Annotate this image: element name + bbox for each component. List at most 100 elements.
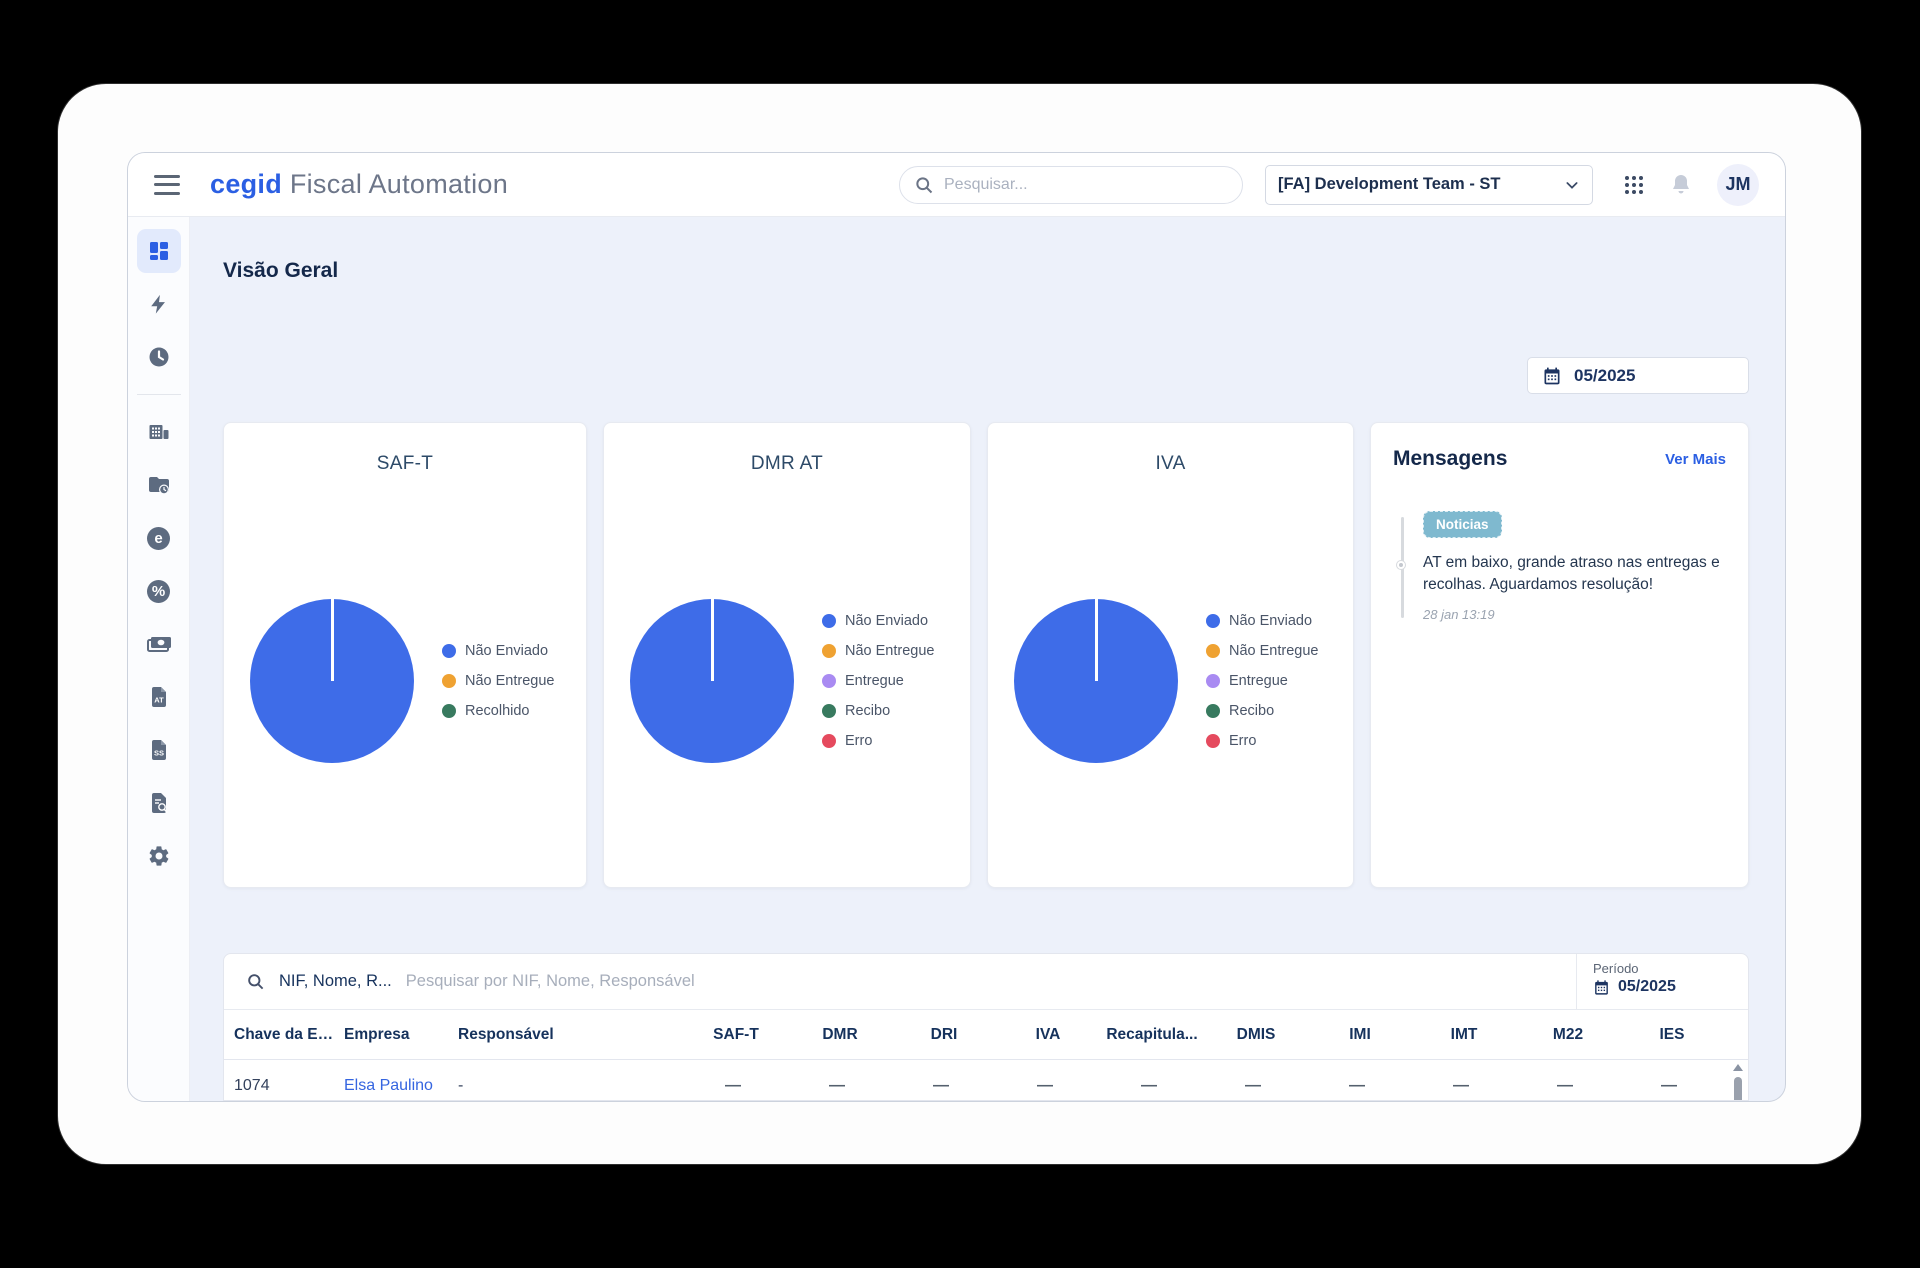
card-iva: IVA Não Enviado Não Entregue Entregue Re… [987,422,1354,888]
scrollbar-thumb[interactable] [1734,1077,1742,1100]
column-header[interactable]: Responsável [458,1025,554,1043]
team-selector-value: [FA] Development Team - ST [1278,175,1501,193]
page-title: Visão Geral [223,259,339,282]
company-key: 1074 [234,1077,270,1094]
sidebar-item-doc-search[interactable] [137,781,181,825]
legend-item: Não Enviado [442,643,554,659]
building-icon [147,420,171,444]
chart-title: SAF-T [376,453,434,474]
messages-title: Mensagens [1393,447,1508,470]
legend-dot [822,614,836,628]
sidebar-item-payments[interactable] [137,622,181,666]
status-cell: — [933,1077,949,1094]
status-cell: — [1661,1077,1677,1094]
period-datepicker[interactable]: 05/2025 [1527,357,1749,394]
search-icon [246,972,265,991]
status-cell: — [1141,1077,1157,1094]
table-search[interactable]: NIF, Nome, R... [224,972,1576,991]
clock-icon [147,345,171,369]
main-content: Visão Geral 05/2025 SAF-T [190,217,1785,1101]
period-value: 05/2025 [1574,365,1636,385]
legend-item: Não Entregue [442,673,554,689]
legend-item: Recolhido [442,703,554,719]
column-header[interactable]: SAF-T [713,1025,759,1043]
status-cell: — [829,1077,845,1094]
status-cell: — [1245,1077,1261,1094]
column-header[interactable]: DRI [930,1025,958,1043]
legend-item: Recibo [1206,703,1318,719]
sidebar-item-doc-ss[interactable]: SS [137,728,181,772]
calendar-icon [1542,366,1562,386]
column-header[interactable]: Chave da Empresa [234,1025,344,1043]
sidebar-item-efatura[interactable]: e [137,516,181,560]
table-period-picker[interactable]: Período 05/2025 [1576,954,1748,1009]
chart-legend: Não Enviado Não Entregue Entregue Recibo… [822,613,934,749]
message-timestamp: 28 jan 13:19 [1423,607,1495,623]
status-cell: — [1349,1077,1365,1094]
efatura-icon: e [147,526,170,550]
sidebar-item-settings[interactable] [137,834,181,878]
status-cell: — [1037,1077,1053,1094]
scroll-up-icon[interactable] [1733,1064,1743,1071]
card-messages: Mensagens Ver Mais Noticias AT em baixo,… [1370,422,1749,888]
message-category-badge: Noticias [1423,511,1502,538]
column-header[interactable]: DMR [822,1025,858,1043]
companies-table-panel: NIF, Nome, R... Período 05/2025 [223,953,1749,1101]
column-header[interactable]: IMT [1450,1025,1478,1043]
sidebar-item-dashboard[interactable] [136,229,181,273]
sidebar-item-doc-at[interactable]: AT [137,675,181,719]
sidebar-item-vat[interactable]: % [137,569,181,613]
tablet-frame: cegid Fiscal Automation [FA] Development… [58,84,1861,1164]
dashboard-icon [147,239,171,263]
legend-item: Erro [1206,733,1318,749]
legend-dot [822,704,836,718]
cards-row: SAF-T Não Enviado Não Entregue Recolhido [223,422,1749,888]
legend-dot [1206,614,1220,628]
apps-grid-icon[interactable] [1623,174,1645,196]
table-period-value: 05/2025 [1618,978,1676,995]
sidebar-item-flash[interactable] [137,282,181,326]
legend-item: Erro [822,733,934,749]
menu-icon[interactable] [154,174,180,195]
top-icons: JM [1623,163,1759,206]
bell-icon[interactable] [1669,173,1693,197]
card-dmr-at: DMR AT Não Enviado Não Entregue Entregue… [603,422,971,888]
team-selector[interactable]: [FA] Development Team - ST [1265,164,1593,205]
table-row[interactable]: 1074 Elsa Paulino - — — — — — — — — — [224,1060,1748,1100]
column-header[interactable]: Recapitula... [1106,1025,1198,1043]
column-header[interactable]: IVA [1035,1025,1061,1043]
column-header[interactable]: IES [1659,1025,1685,1043]
legend-dot [442,704,456,718]
column-header[interactable]: DMIS [1236,1025,1276,1043]
timeline-dot [1397,560,1405,569]
app-body: e % AT [128,217,1785,1101]
column-header[interactable]: M22 [1552,1025,1584,1043]
column-header[interactable]: IMI [1349,1025,1371,1043]
global-search[interactable] [899,165,1243,204]
table-search-input[interactable] [405,972,1554,991]
legend-item: Não Enviado [822,613,934,629]
search-input[interactable] [944,175,1228,194]
table-period-label: Período [1593,961,1639,976]
sidebar: e % AT [128,217,190,1101]
chart-body: Não Enviado Não Entregue Entregue Recibo… [604,475,970,887]
sidebar-item-pending-folder[interactable] [137,463,181,507]
sidebar-item-history[interactable] [137,335,181,379]
company-link[interactable]: Elsa Paulino [344,1077,433,1094]
message-text[interactable]: AT em baixo, grande atraso nas entregas … [1423,554,1720,593]
table-scrollbar[interactable] [1733,1064,1743,1100]
chart-body: Não Enviado Não Entregue Entregue Recibo… [988,475,1353,887]
legend-dot [1206,734,1220,748]
messages-header: Mensagens Ver Mais [1393,447,1726,471]
legend-dot [442,644,456,658]
legend-item: Entregue [1206,673,1318,689]
status-cell: — [725,1077,741,1094]
document-ss-icon: SS [147,738,171,762]
legend-dot [1206,704,1220,718]
avatar[interactable]: JM [1717,163,1759,206]
column-header[interactable]: Empresa [344,1025,410,1043]
ver-mais-link[interactable]: Ver Mais [1665,450,1726,468]
chart-title: IVA [1155,453,1186,474]
sidebar-item-companies[interactable] [137,410,181,454]
